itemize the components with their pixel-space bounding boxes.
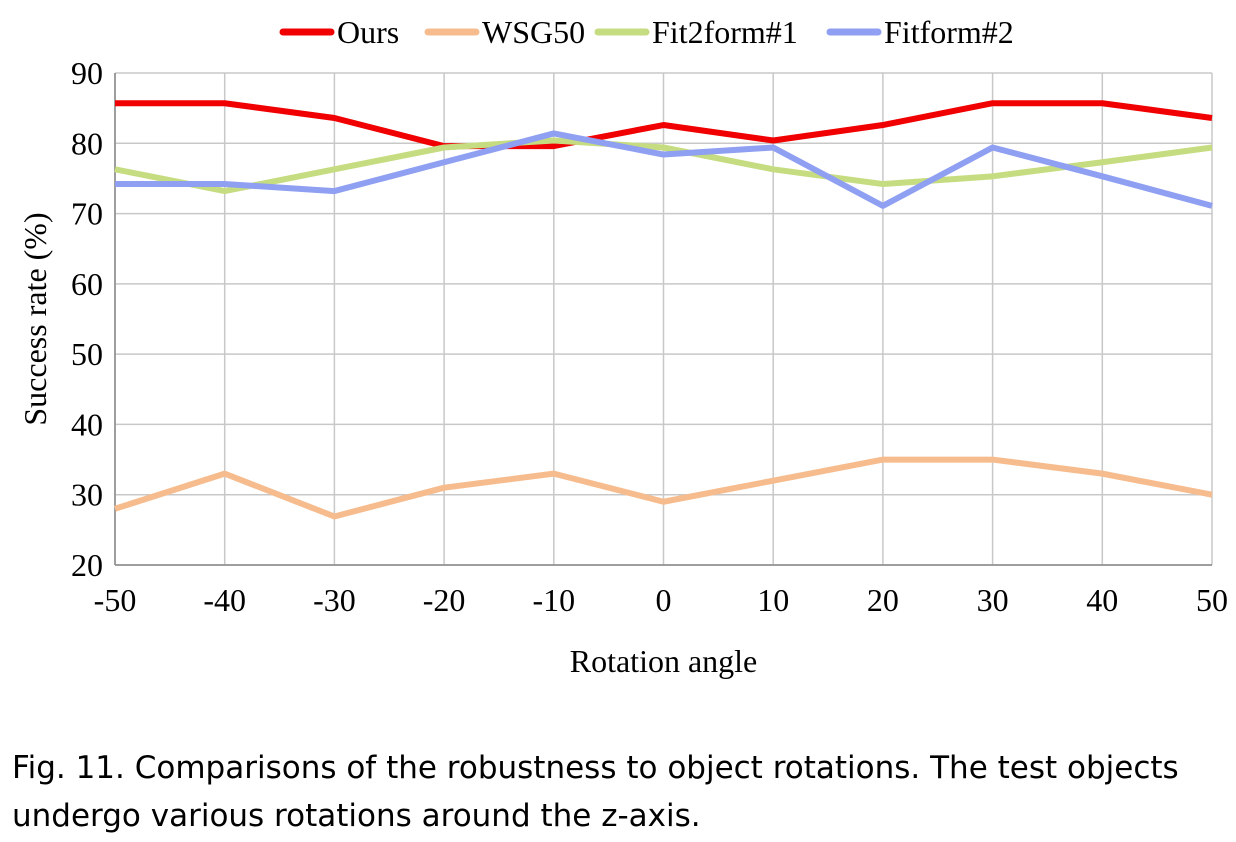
grid-lines (114, 72, 1213, 566)
series-line-1 (114, 456, 1213, 520)
x-tick-label: 0 (656, 582, 672, 618)
y-tick-label: 70 (71, 196, 103, 232)
legend: Ours WSG50 Fit2form#1 Fitform#2 (279, 14, 1014, 50)
series-line-3 (115, 130, 1213, 209)
figure-caption: Fig. 11. Comparisons of the robustness t… (12, 750, 1179, 834)
series-lines (114, 100, 1213, 520)
series-line-0 (115, 100, 1213, 150)
tick-labels: 20 30 40 50 60 70 80 90 -50 -40 -30 -20 -10 0 10 20 30 40… (71, 55, 1228, 618)
x-tick-label: -10 (532, 582, 575, 618)
y-tick-label: 90 (71, 55, 103, 91)
y-tick-label: 40 (71, 406, 103, 442)
x-tick-label: -40 (203, 582, 246, 618)
x-axis-title: Rotation angle (570, 643, 758, 679)
x-tick-label: 10 (757, 582, 789, 618)
axes (114, 73, 1212, 566)
series-line-2 (114, 137, 1213, 195)
x-tick-label: -30 (313, 582, 356, 618)
line-chart: 20 30 40 50 60 70 80 90 -50 -40 -30 -20 -10 0 10 20 30 40… (17, 14, 1228, 679)
y-tick-label: 80 (71, 125, 103, 161)
legend-label-3: Fitform#2 (884, 14, 1014, 50)
chart-canvas: 20 30 40 50 60 70 80 90 -50 -40 -30 -20 -10 0 10 20 30 40… (17, 14, 1228, 679)
x-tick-label: 20 (867, 582, 899, 618)
x-tick-label: 30 (977, 582, 1009, 618)
x-tick-label: 50 (1196, 582, 1228, 618)
x-tick-label: 40 (1086, 582, 1118, 618)
y-tick-label: 60 (71, 266, 103, 302)
legend-label-0: Ours (337, 14, 399, 50)
y-axis-title: Success rate (%) (17, 212, 53, 425)
x-tick-label: -20 (423, 582, 466, 618)
x-tick-label: -50 (94, 582, 137, 618)
legend-label-2: Fit2form#1 (652, 14, 798, 50)
y-tick-label: 50 (71, 336, 103, 372)
legend-label-1: WSG50 (482, 14, 585, 50)
y-tick-label: 30 (71, 477, 103, 513)
y-tick-label: 20 (71, 547, 103, 583)
